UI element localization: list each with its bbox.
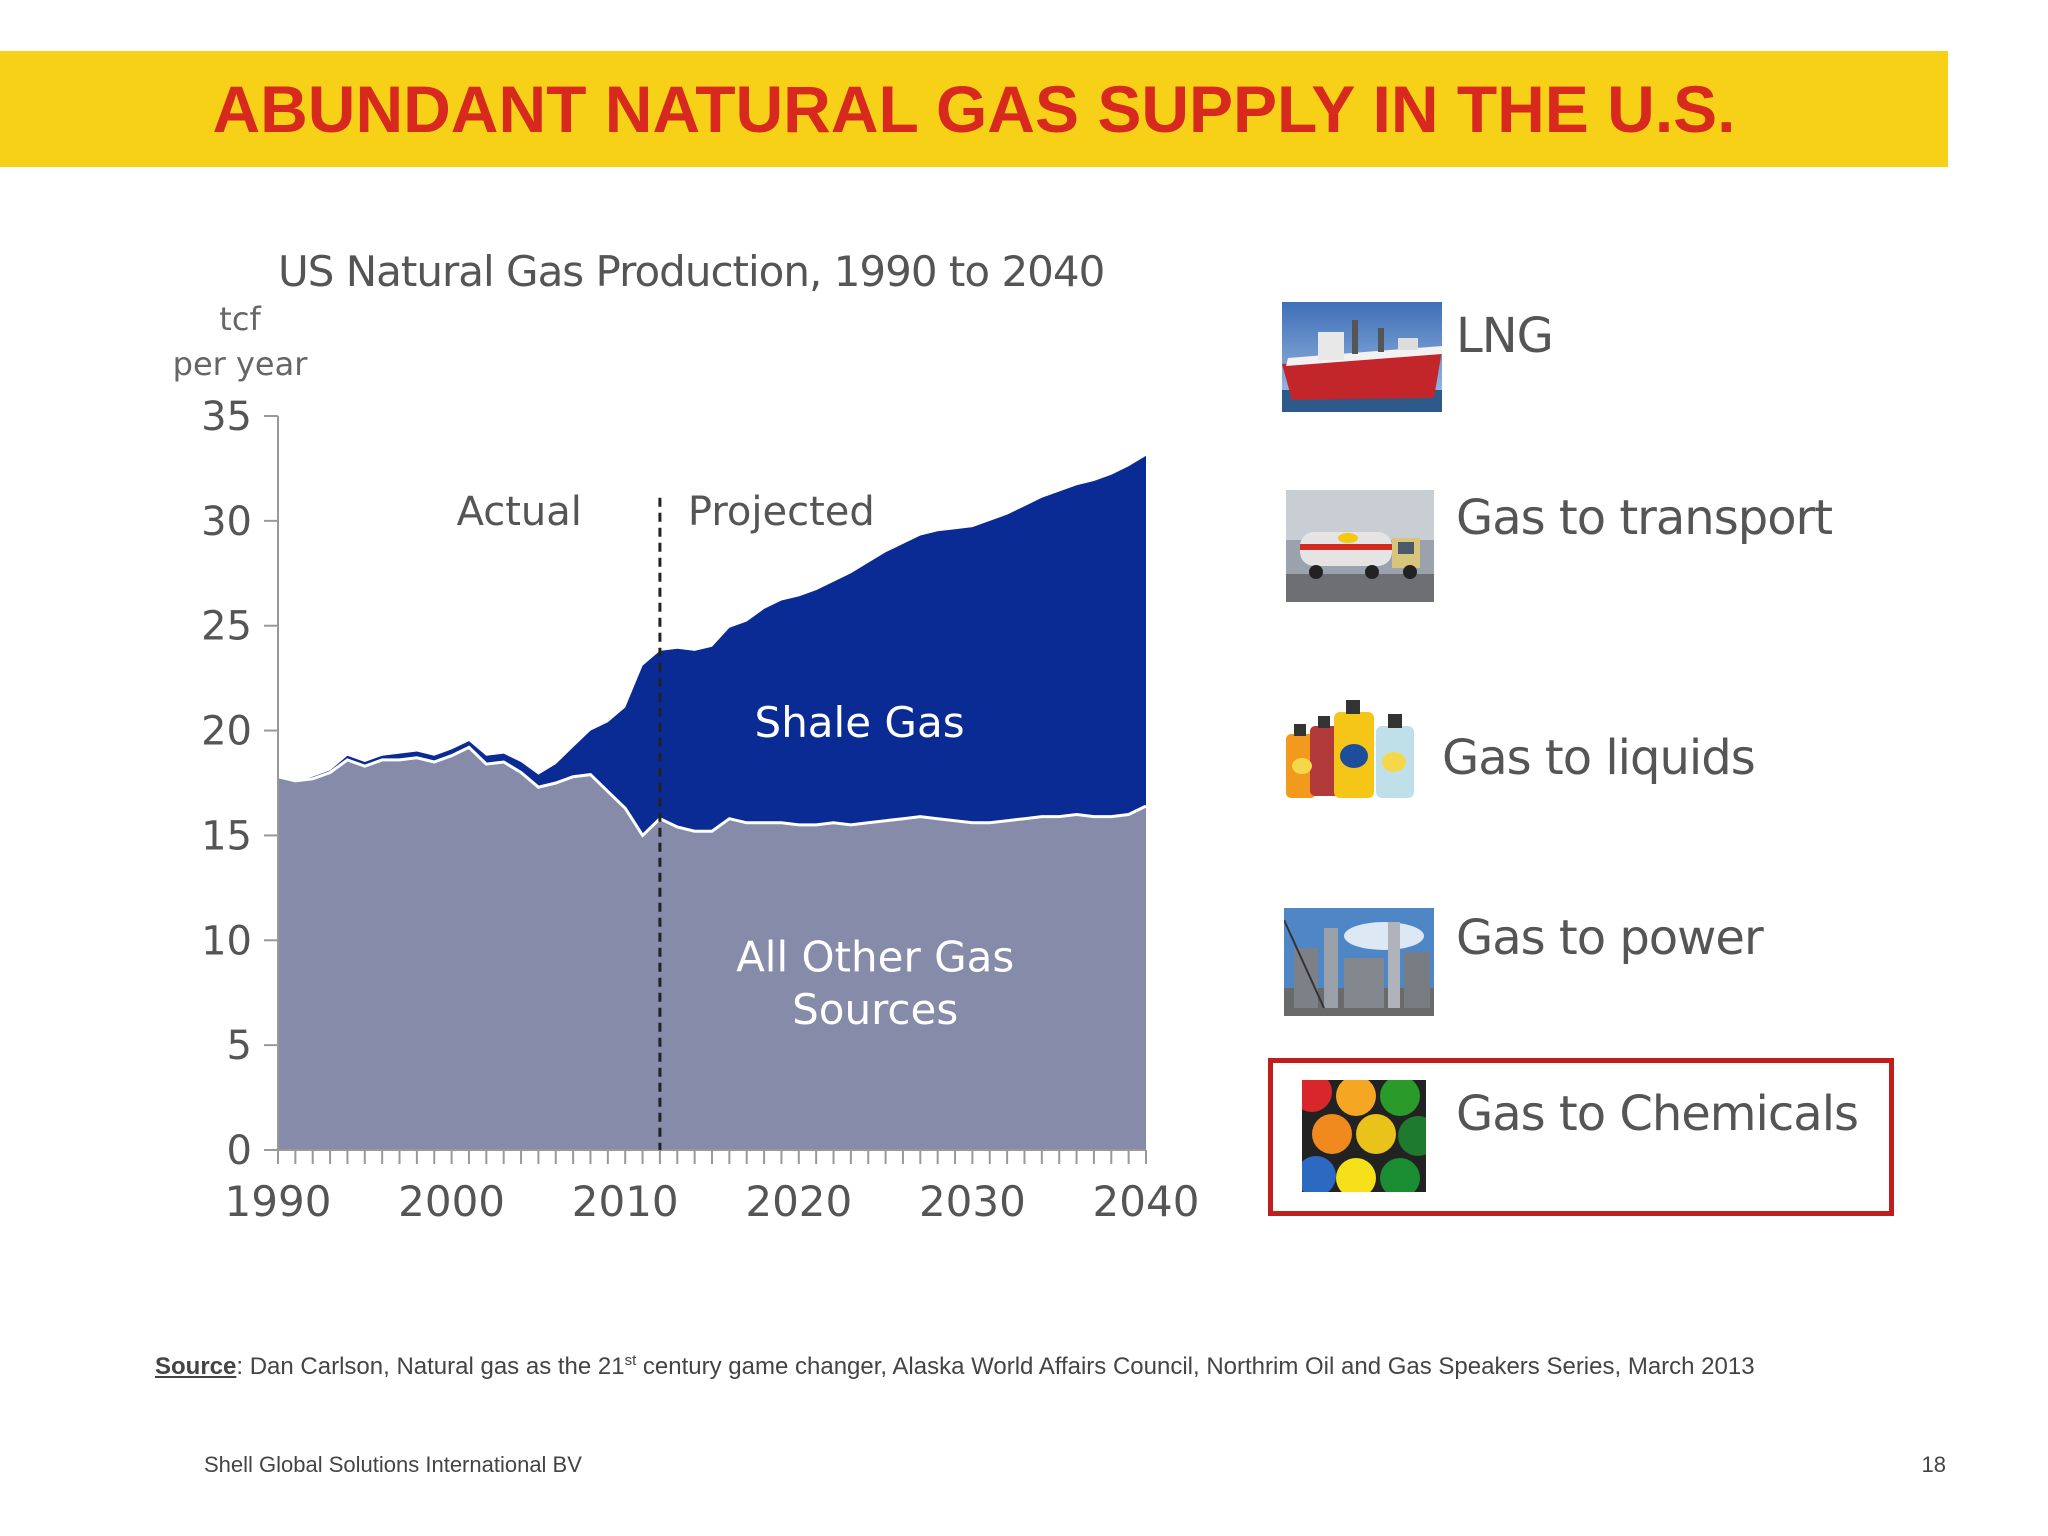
use-label-chemicals: Gas to Chemicals [1456, 1086, 1859, 1142]
chart-title: US Natural Gas Production, 1990 to 2040 [278, 247, 1104, 296]
y-tick-label: 15 [201, 813, 252, 859]
series-label-shale-gas: Shale Gas [755, 698, 965, 747]
slide-title: ABUNDANT NATURAL GAS SUPPLY IN THE U.S. [212, 72, 1736, 146]
y-axis: 0 5 10 15 20 25 30 35 [201, 394, 278, 1174]
footer-company: Shell Global Solutions International BV [204, 1452, 582, 1477]
region-label-projected: Projected [688, 489, 875, 535]
y-tick-label: 10 [201, 918, 252, 964]
y-tick-label: 5 [227, 1023, 252, 1069]
source-ordinal-suffix: st [624, 1352, 637, 1369]
series-label-other-gas-line2: Sources [792, 985, 958, 1034]
page-number: 18 [1921, 1452, 1946, 1477]
source-text: : Dan Carlson, Natural gas as the 21 [236, 1353, 625, 1380]
region-label-actual: Actual [457, 489, 582, 535]
oil-bottles-photo [1282, 696, 1422, 800]
x-tick-label: 2040 [1093, 1177, 1200, 1226]
use-label-transport: Gas to transport [1456, 490, 1833, 546]
use-label-power: Gas to power [1456, 910, 1764, 966]
paint-cans-photo [1302, 1080, 1426, 1192]
series-area-shale-gas [278, 455, 1146, 836]
source-text-rest: century game changer, Alaska World Affai… [636, 1353, 1755, 1380]
y-axis-unit-line2: per year [173, 345, 309, 383]
source-label: Source [155, 1353, 237, 1380]
y-tick-label: 30 [201, 499, 252, 545]
title-band: ABUNDANT NATURAL GAS SUPPLY IN THE U.S. [0, 51, 1948, 167]
x-tick-label: 1990 [225, 1177, 332, 1226]
highlight-frame-chemicals [1268, 1058, 1894, 1216]
use-label-liquids: Gas to liquids [1442, 730, 1756, 786]
x-tick-label: 2020 [745, 1177, 852, 1226]
y-tick-label: 25 [201, 604, 252, 650]
power-plant-photo [1284, 908, 1434, 1016]
y-tick-label: 20 [201, 709, 252, 755]
series-area-other-sources [278, 747, 1146, 1150]
y-tick-label: 0 [227, 1128, 252, 1174]
use-label-lng: LNG [1456, 308, 1554, 364]
fuel-truck-photo [1286, 490, 1434, 602]
series-boundary-line [277, 745, 1147, 838]
y-tick-label: 35 [201, 394, 252, 440]
x-tick-label: 2010 [572, 1177, 679, 1226]
x-axis: 1990 2000 2010 2020 2030 2040 [225, 1150, 1200, 1226]
series-label-other-gas: All Other Gas [736, 933, 1014, 982]
production-chart: US Natural Gas Production, 1990 to 2040 … [173, 247, 1200, 1226]
lng-tanker-photo [1282, 302, 1442, 412]
y-axis-unit: tcf [219, 300, 261, 338]
source-citation: Source: Dan Carlson, Natural gas as the … [155, 1352, 1975, 1381]
x-tick-label: 2030 [919, 1177, 1026, 1226]
x-tick-label: 2000 [398, 1177, 505, 1226]
